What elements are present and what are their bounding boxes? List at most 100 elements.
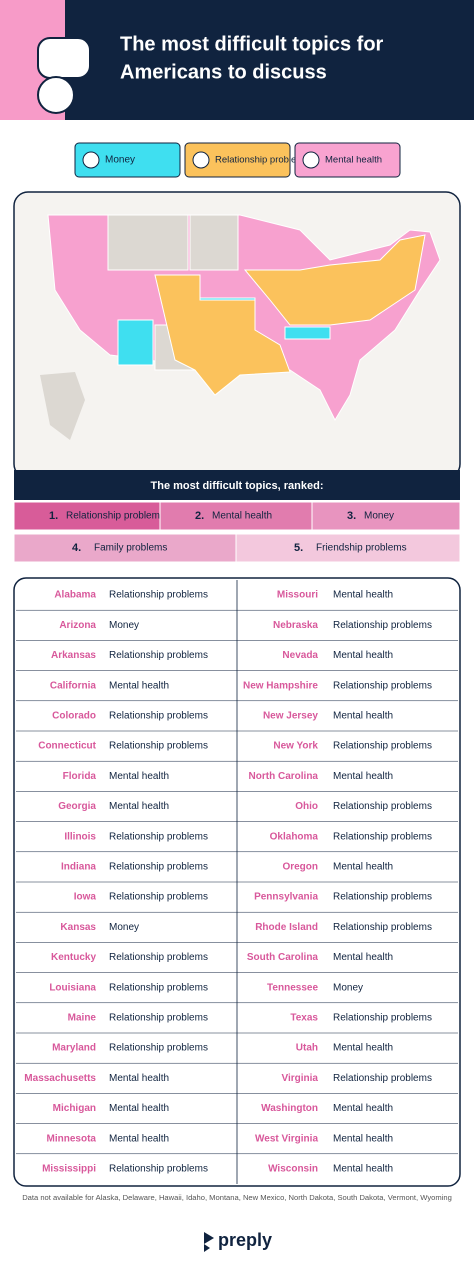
state-name: New Hampshire (243, 680, 318, 691)
state-name: Utah (296, 1043, 318, 1054)
rank-segment (235, 533, 461, 563)
state-name: Massachusetts (24, 1073, 96, 1084)
topic: Mental health (333, 952, 393, 963)
money-region (284, 326, 331, 340)
state-name: New Jersey (263, 711, 318, 722)
topic: Relationship problems (333, 922, 432, 933)
topic: Mental health (333, 862, 393, 873)
map (40, 214, 441, 440)
brand: preply (218, 1230, 272, 1250)
topic: Relationship problems (333, 620, 432, 631)
state-name: Florida (63, 771, 97, 782)
state-name: Oklahoma (270, 831, 319, 842)
state-name: Rhode Island (255, 922, 318, 933)
state-name: West Virginia (255, 1133, 318, 1144)
state-name: Virginia (282, 1073, 319, 1084)
state-name: Connecticut (38, 741, 96, 752)
rank-number: 4. (72, 542, 81, 554)
topic: Mental health (109, 1133, 169, 1144)
topic: Mental health (333, 711, 393, 722)
state-name: New York (273, 741, 318, 752)
state-name: Alabama (54, 590, 96, 601)
topic: Relationship problems (333, 741, 432, 752)
topic: Mental health (109, 1103, 169, 1114)
state-name: Minnesota (47, 1133, 97, 1144)
topic: Relationship problems (333, 892, 432, 903)
legend-label: Money (105, 155, 135, 166)
rank-number: 1. (49, 510, 58, 522)
rank-label: Relationship problems (66, 511, 165, 522)
topic: Relationship problems (109, 831, 208, 842)
state-name: North Carolina (249, 771, 319, 782)
state-name: Maine (68, 1013, 97, 1024)
state-name: Kansas (60, 922, 96, 933)
ranking-title: The most difficult topics, ranked: (151, 480, 324, 492)
legend-label: Relationship problems (215, 155, 309, 166)
state-name: Oregon (282, 862, 318, 873)
topic: Mental health (109, 801, 169, 812)
topic: Relationship problems (109, 1164, 208, 1175)
state-name: Washington (261, 1103, 318, 1114)
state-name: Indiana (61, 862, 96, 873)
topic: Relationship problems (109, 982, 208, 993)
rank-number: 3. (347, 510, 356, 522)
legend-label: Mental health (325, 155, 382, 166)
relationship-region (243, 234, 426, 326)
rank-segment (311, 501, 461, 531)
topic: Relationship problems (109, 650, 208, 661)
topic: Mental health (333, 590, 393, 601)
topic: Mental health (109, 771, 169, 782)
state-name: Nebraska (273, 620, 318, 631)
state-name: Kentucky (51, 952, 96, 963)
rank-label: Family problems (94, 543, 167, 554)
topic: Relationship problems (109, 952, 208, 963)
topic: Relationship problems (109, 711, 208, 722)
alaska (40, 372, 85, 440)
topic: Mental health (333, 1043, 393, 1054)
state-name: Mississippi (42, 1164, 96, 1175)
rank-number: 5. (294, 542, 303, 554)
state-name: South Carolina (247, 952, 319, 963)
rank-number: 2. (195, 510, 204, 522)
rank-segment (159, 501, 313, 531)
gauge-icon (37, 76, 75, 114)
state-name: Missouri (277, 590, 318, 601)
rank-segment (13, 501, 161, 531)
no-data-region (189, 214, 239, 271)
legend-item (184, 142, 291, 178)
chat-icon (37, 37, 91, 79)
topic: Mental health (333, 1164, 393, 1175)
rank-label: Money (364, 511, 394, 522)
state-name: Arizona (59, 620, 96, 631)
state-name: California (50, 680, 97, 691)
topic: Relationship problems (333, 831, 432, 842)
relationship-region (154, 274, 291, 396)
title-line: The most difficult topics for (120, 33, 384, 55)
topic: Mental health (333, 771, 393, 782)
rank-label: Mental health (212, 511, 272, 522)
state-name: Tennessee (267, 982, 318, 993)
topic: Money (333, 982, 363, 993)
topic: Mental health (333, 1133, 393, 1144)
topic: Mental health (333, 650, 393, 661)
topic: Mental health (109, 1073, 169, 1084)
state-name: Texas (290, 1013, 318, 1024)
state-name: Louisiana (49, 982, 96, 993)
state-name: Pennsylvania (254, 892, 318, 903)
topic: Relationship problems (109, 590, 208, 601)
state-name: Ohio (295, 801, 318, 812)
brand-mark (204, 1232, 214, 1252)
legend-item (294, 142, 401, 178)
state-name: Georgia (58, 801, 96, 812)
topic: Mental health (333, 1103, 393, 1114)
topic: Relationship problems (333, 801, 432, 812)
topic: Relationship problems (333, 1073, 432, 1084)
state-name: Illinois (64, 831, 96, 842)
state-name: Arkansas (51, 650, 96, 661)
topic: Relationship problems (109, 741, 208, 752)
state-name: Iowa (74, 892, 97, 903)
legend-icon (192, 151, 210, 169)
title-line: Americans to discuss (120, 61, 327, 83)
state-name: Colorado (52, 711, 96, 722)
